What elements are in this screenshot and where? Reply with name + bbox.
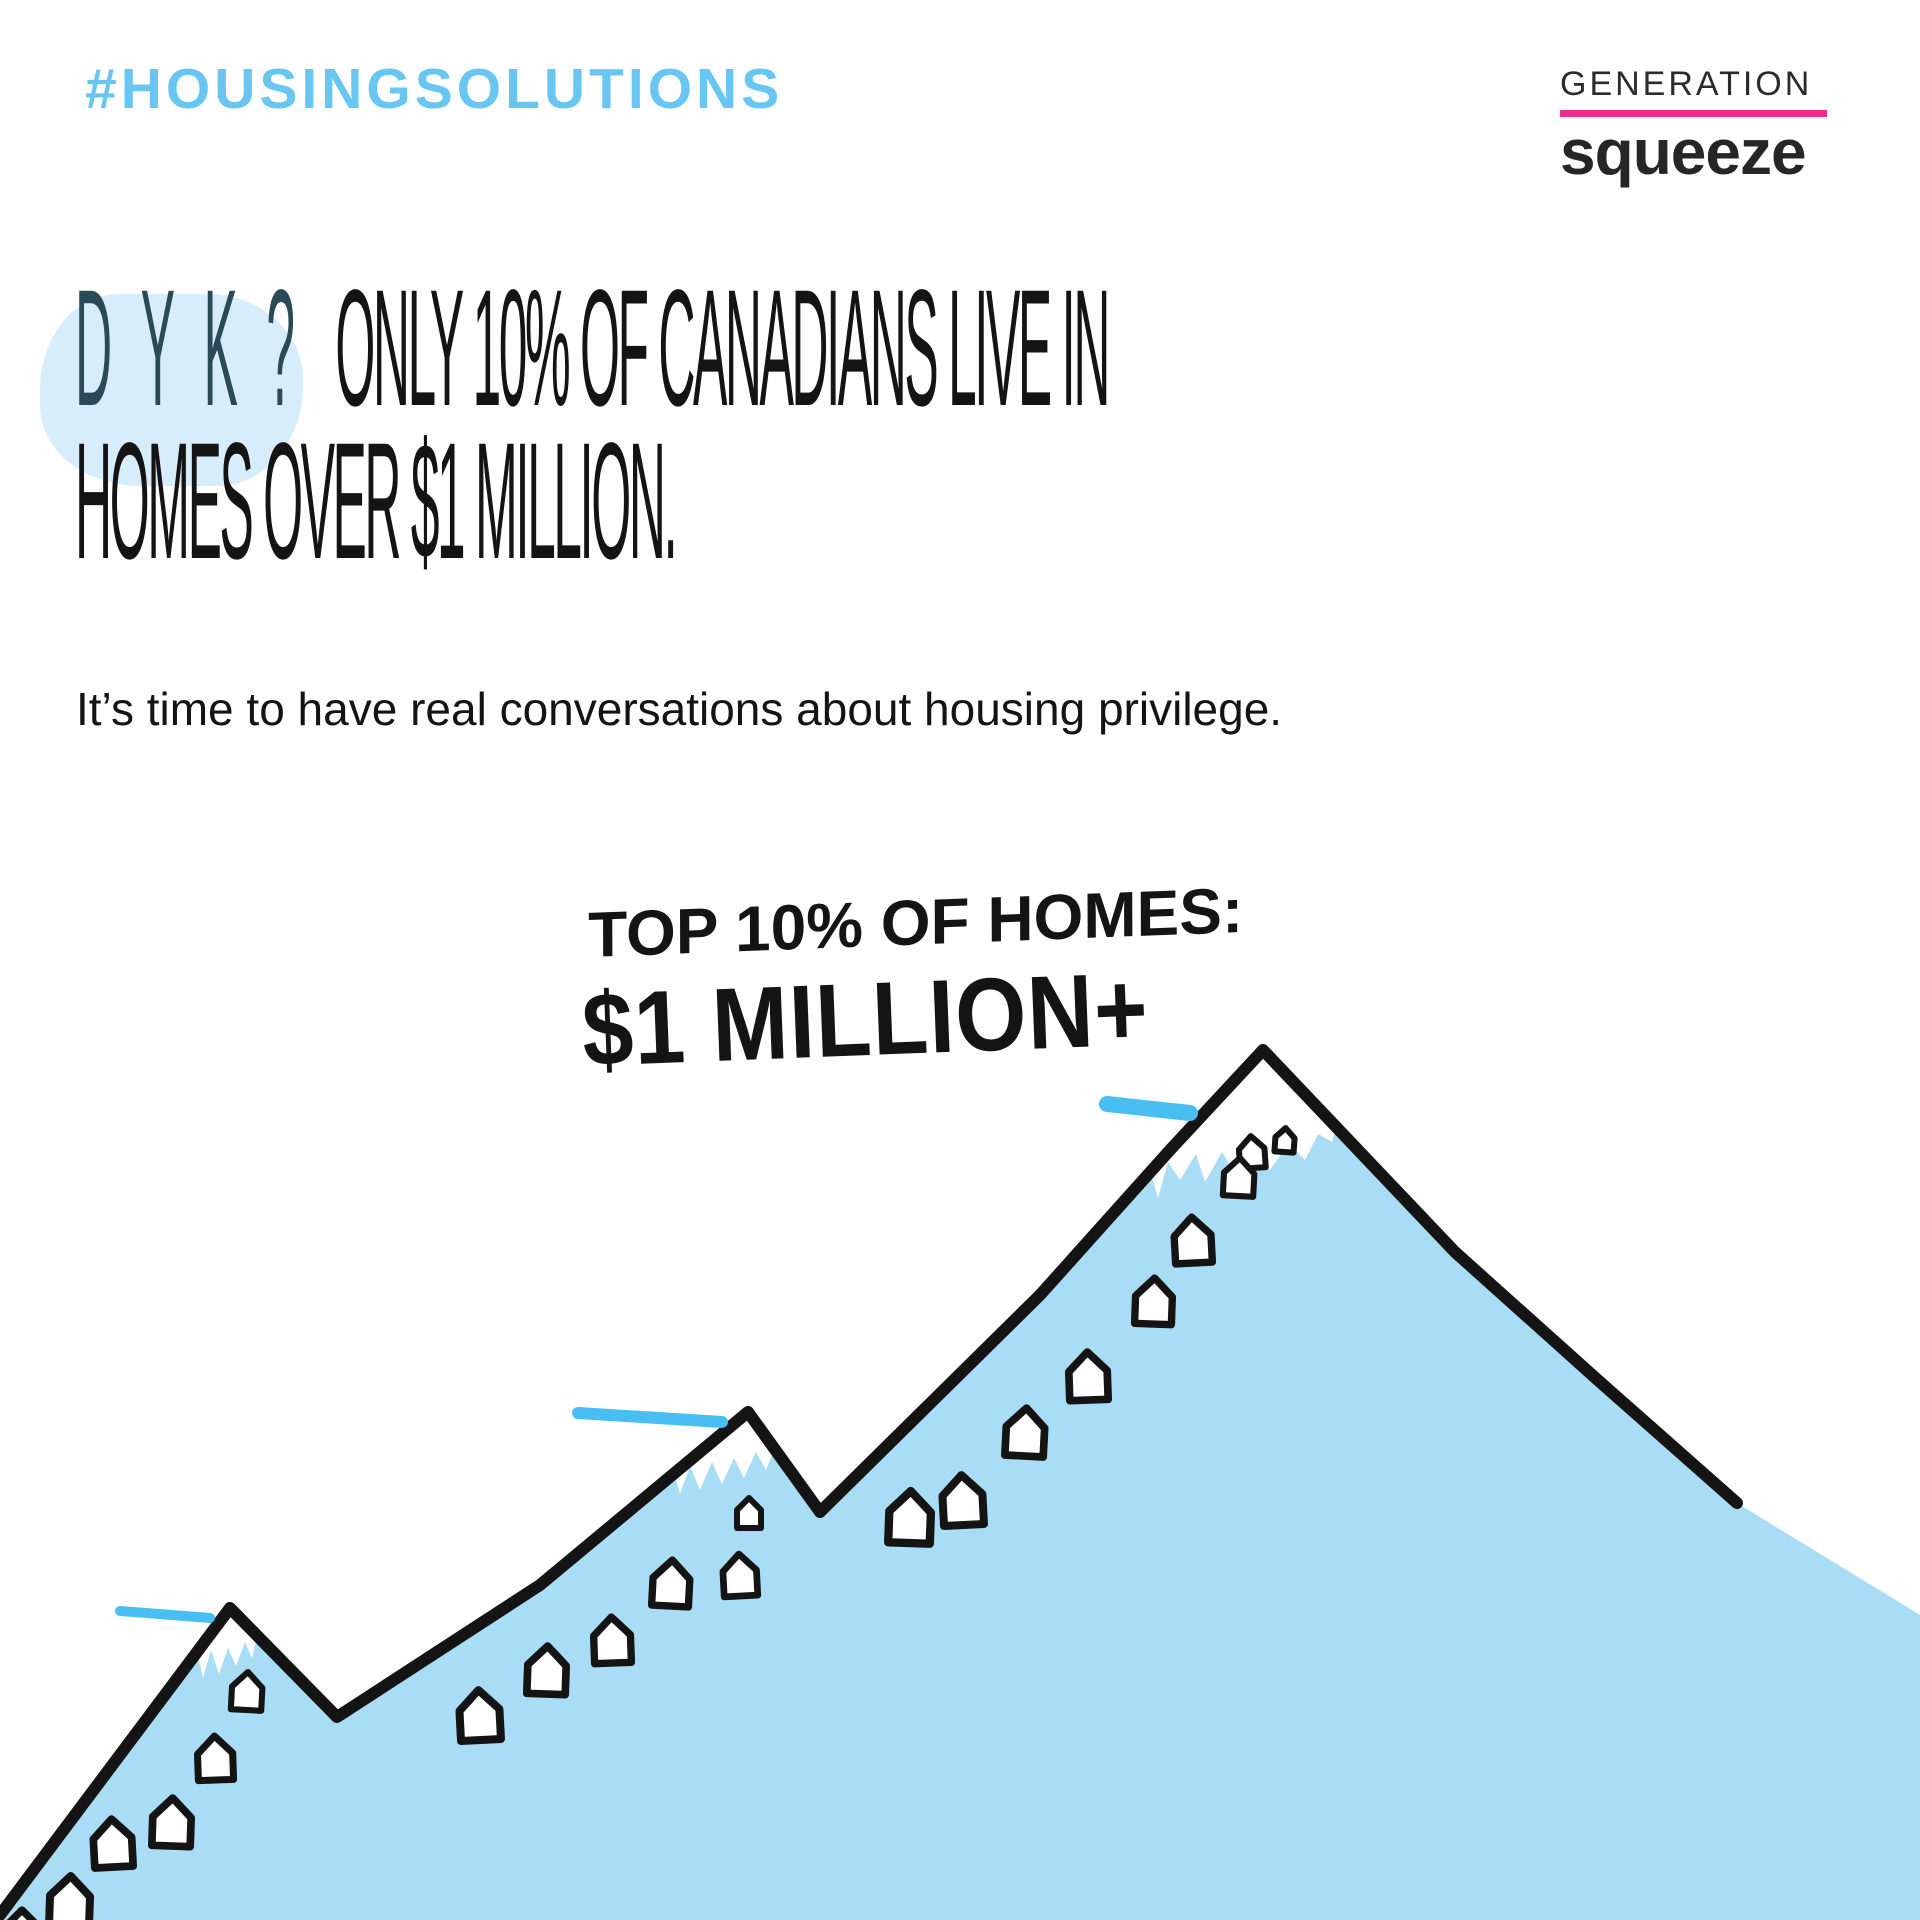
logo-word-generation: GENERATION bbox=[1560, 65, 1813, 103]
headline: DYK? ONLY 10% OF CANADIANS LIVE IN HOMES… bbox=[75, 266, 1920, 594]
logo-pink-underline bbox=[1560, 110, 1827, 118]
dyk-highlight-blob bbox=[40, 294, 303, 486]
headline-line-1-rest: ONLY 10% OF CANADIANS LIVE IN bbox=[323, 256, 1110, 441]
subheadline: It’s time to have real conversations abo… bbox=[76, 683, 1283, 735]
logo-word-squeeze: squeeze bbox=[1560, 116, 1807, 189]
generation-squeeze-logo: GENERATION squeeze bbox=[1560, 65, 1830, 189]
headline-line-2: HOMES OVER $1 MILLION. bbox=[75, 409, 678, 594]
annotation-1-million-plus: $1 MILLION+ bbox=[580, 951, 1151, 1089]
mountain-outline bbox=[0, 1044, 1743, 1920]
headline-line-1: DYK? ONLY 10% OF CANADIANS LIVE IN bbox=[75, 266, 1110, 432]
houses-trail bbox=[6, 1125, 1298, 1920]
peak-height-dashes bbox=[115, 1096, 1198, 1623]
campaign-hashtag: #HOUSINGSOLUTIONS bbox=[85, 57, 784, 121]
headline-dyk-word: DYK? bbox=[75, 256, 324, 441]
